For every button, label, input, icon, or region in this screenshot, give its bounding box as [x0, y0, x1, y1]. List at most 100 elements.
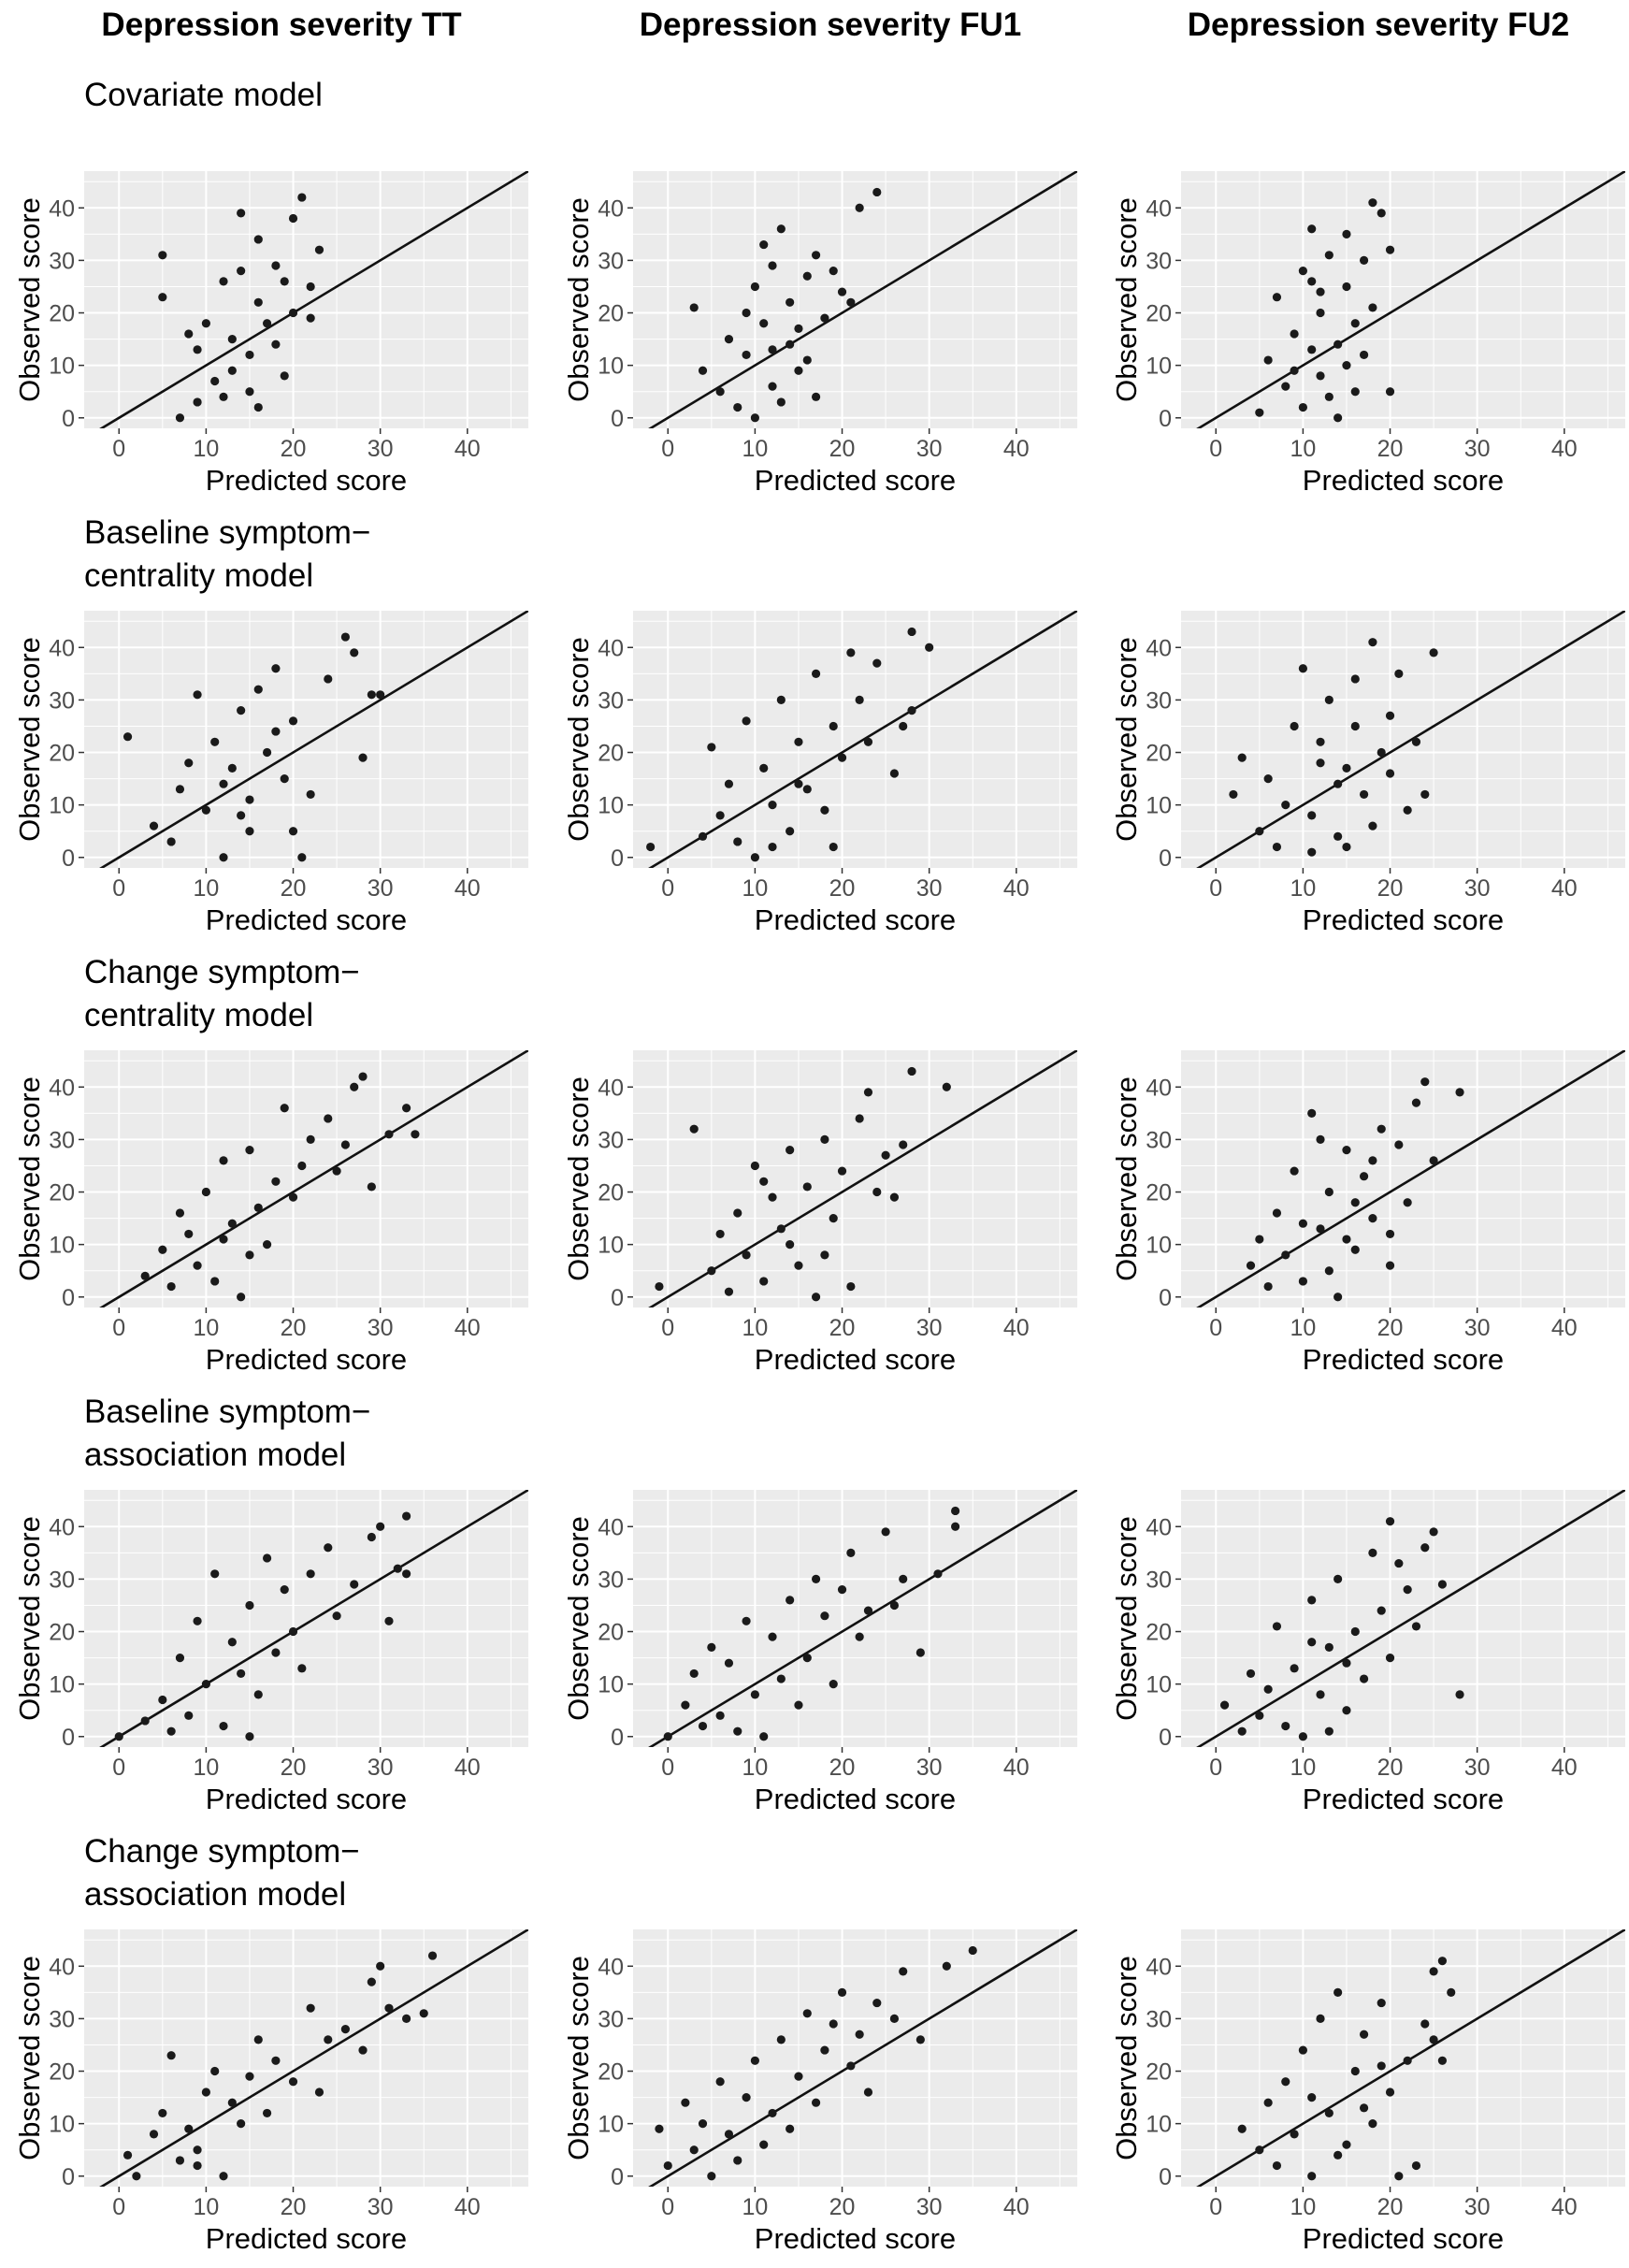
data-point: [881, 1150, 890, 1160]
data-point: [175, 1208, 185, 1218]
data-point: [715, 1229, 725, 1239]
data-point: [280, 1585, 289, 1595]
data-point: [219, 1235, 228, 1244]
y-tick-label: 30: [1146, 687, 1172, 714]
data-point: [846, 297, 856, 307]
data-point: [376, 1522, 385, 1531]
data-point: [149, 821, 159, 831]
panel-r4-c2: 0 10 20 30 40 0 10 20 30 40 Predicted score Observe…: [1110, 1929, 1625, 2255]
data-point: [1342, 1706, 1351, 1715]
data-point: [1377, 1998, 1386, 2008]
data-point: [306, 1134, 315, 1145]
reference-line: [1196, 171, 1625, 428]
data-point: [184, 758, 194, 768]
x-axis-title: Predicted score: [1303, 1783, 1504, 1815]
data-point: [776, 397, 786, 407]
y-axis-title: Observed score: [562, 1076, 595, 1281]
data-point: [288, 213, 298, 224]
data-point: [742, 716, 751, 726]
data-point: [724, 1658, 734, 1668]
x-axis-title: Predicted score: [1303, 903, 1504, 936]
y-tick-label: 40: [598, 1514, 624, 1540]
data-point: [306, 282, 315, 292]
data-point: [402, 2014, 411, 2024]
data-point: [1385, 387, 1395, 397]
data-point: [707, 1642, 716, 1652]
data-point: [358, 1072, 368, 1081]
x-tick-label: 10: [742, 1755, 768, 1781]
y-tick-label: 0: [1159, 2164, 1172, 2190]
y-tick-label: 10: [49, 1233, 75, 1259]
data-point: [1403, 2056, 1412, 2065]
x-tick-label: 30: [916, 436, 943, 462]
data-point: [175, 1653, 185, 1663]
data-point: [1290, 1664, 1299, 1673]
y-tick-label: 30: [49, 1567, 75, 1593]
data-point: [820, 1134, 829, 1145]
data-point: [820, 1611, 829, 1621]
data-point: [872, 658, 882, 668]
panel-background: [1181, 171, 1625, 428]
y-tick-label: 30: [1146, 1567, 1172, 1593]
data-point: [1350, 721, 1360, 731]
data-point: [314, 2087, 324, 2097]
data-point: [262, 319, 272, 328]
data-point: [324, 2035, 333, 2044]
data-point: [1368, 1213, 1377, 1223]
data-point: [237, 1668, 246, 1679]
data-point: [724, 334, 734, 344]
data-point: [1324, 1266, 1333, 1276]
data-point: [786, 339, 795, 349]
data-point: [324, 674, 333, 684]
x-tick-label: 40: [1003, 1315, 1030, 1341]
data-point: [306, 2003, 315, 2013]
data-point: [1420, 1077, 1430, 1087]
data-point: [689, 1124, 699, 1134]
data-point: [681, 2098, 690, 2107]
data-point: [1429, 2035, 1438, 2044]
y-tick-label: 40: [49, 1075, 75, 1101]
data-point: [742, 1616, 751, 1625]
data-point: [855, 2030, 864, 2039]
y-tick-label: 10: [1146, 2112, 1172, 2138]
data-point: [1307, 847, 1317, 857]
data-point: [411, 1130, 420, 1139]
data-point: [863, 2087, 873, 2097]
data-point: [1263, 1684, 1273, 1694]
data-point: [184, 329, 194, 339]
x-tick-label: 10: [1290, 436, 1316, 462]
y-tick-label: 40: [49, 1514, 75, 1540]
data-point: [1350, 1626, 1360, 1637]
data-point: [855, 695, 864, 705]
scatter-panels: 0 10 20 30 40 0 10 20 30 40 Predicted score Observe…: [13, 171, 1625, 2255]
data-point: [863, 737, 873, 746]
data-point: [1246, 1668, 1256, 1679]
data-point: [1377, 1124, 1386, 1134]
y-tick-label: 40: [598, 1954, 624, 1980]
data-point: [794, 1261, 803, 1270]
data-point: [794, 366, 803, 375]
data-point: [759, 1732, 769, 1741]
data-point: [245, 1732, 254, 1741]
data-point: [367, 690, 376, 700]
data-point: [786, 2124, 795, 2133]
data-point: [175, 785, 185, 794]
data-point: [1281, 382, 1290, 391]
data-point: [1316, 737, 1325, 746]
data-point: [1377, 2061, 1386, 2071]
data-point: [1429, 1967, 1438, 1976]
reference-line: [648, 171, 1077, 428]
data-point: [759, 1277, 769, 1286]
y-tick-label: 30: [1146, 1127, 1172, 1153]
x-axis-title: Predicted score: [206, 1343, 407, 1376]
data-point: [768, 801, 777, 810]
data-point: [1333, 2150, 1343, 2160]
x-tick-label: 20: [1377, 2194, 1404, 2220]
x-tick-label: 0: [112, 436, 125, 462]
column-title-fu2: Depression severity FU2: [1188, 7, 1570, 43]
data-point: [776, 1224, 786, 1234]
data-point: [123, 732, 133, 742]
data-point: [201, 319, 210, 328]
data-point: [915, 2035, 925, 2044]
data-point: [1368, 1548, 1377, 1557]
